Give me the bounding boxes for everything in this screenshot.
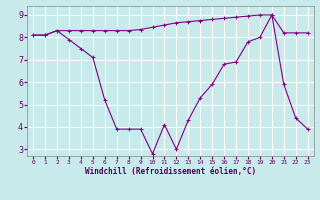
X-axis label: Windchill (Refroidissement éolien,°C): Windchill (Refroidissement éolien,°C): [85, 167, 256, 176]
